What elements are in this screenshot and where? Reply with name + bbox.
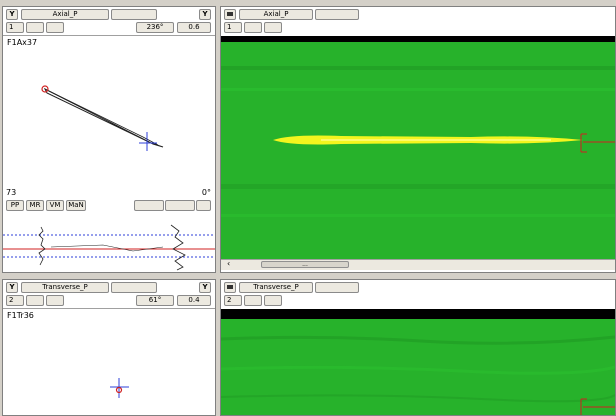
transverse-cursor-marker — [580, 398, 615, 415]
transverse-gain-field[interactable]: 0.4 — [177, 295, 211, 306]
transverse-scan-blank-button-2[interactable] — [244, 295, 262, 306]
axial-blank-button-4[interactable] — [134, 200, 164, 211]
axial-probe-label: F1Ax37 — [7, 38, 38, 47]
transverse-angle-field[interactable]: 61° — [136, 295, 174, 306]
transverse-blank-button-2[interactable] — [26, 295, 44, 306]
axial-y-toggle-button-2[interactable]: Y — [199, 9, 211, 20]
strip-trace-right — [170, 224, 186, 271]
transverse-header-separator — [3, 308, 215, 309]
axial-blank-button-3[interactable] — [46, 22, 64, 33]
transverse-y-toggle-button-2[interactable]: Y — [199, 282, 211, 293]
transverse-channel-title-button[interactable]: Transverse_P — [21, 282, 109, 293]
lissajous-crosshair — [139, 132, 157, 151]
transverse-cscan-panel: Transverse_P 2 — [220, 279, 616, 416]
axial-scan-view-icon-button[interactable] — [224, 9, 236, 20]
mode-button-pp[interactable]: PP — [6, 200, 24, 211]
axial-blank-button-6[interactable] — [196, 200, 211, 211]
strip-trace-mid — [50, 244, 164, 252]
axial-lissajous-plot — [41, 85, 164, 151]
transverse-y-toggle-button[interactable]: Y — [6, 282, 18, 293]
transverse-marker — [115, 386, 123, 394]
scroll-left-arrow[interactable]: ‹ — [227, 259, 231, 268]
lissajous-trace — [43, 87, 164, 148]
transverse-blank-button-3[interactable] — [46, 295, 64, 306]
transverse-index-button[interactable]: 2 — [6, 295, 24, 306]
axial-horizontal-scrollbar[interactable]: ‹ ... — [221, 259, 615, 270]
axial-index-button[interactable]: 1 — [6, 22, 24, 33]
transverse-scan-index-button[interactable]: 2 — [224, 295, 242, 306]
transverse-blank-button-1[interactable] — [111, 282, 157, 293]
axial-scan-blank-button-1[interactable] — [315, 9, 359, 20]
transverse-cscan-render — [221, 309, 615, 415]
axial-angle-field[interactable]: 236° — [136, 22, 174, 33]
axial-angle-readout: 0° — [201, 188, 211, 197]
axial-lissajous-panel: Y Axial_P Y 1 236° 0.6 F1Ax37 73 0° PP M… — [2, 6, 216, 273]
axial-blank-button-5[interactable] — [165, 200, 195, 211]
transverse-lissajous-plot — [110, 378, 129, 398]
axial-strip-chart — [3, 224, 215, 271]
axial-scan-index-button[interactable]: 1 — [224, 22, 242, 33]
transverse-scan-blank-button-3[interactable] — [264, 295, 282, 306]
axial-cscan-render — [221, 36, 615, 259]
transverse-scan-blank-button-1[interactable] — [315, 282, 359, 293]
mode-button-man[interactable]: MaN — [66, 200, 86, 211]
axial-cscan-panel: Axial_P 1 — [220, 6, 616, 273]
strip-trace-left — [38, 226, 46, 266]
transverse-cscan-image[interactable] — [221, 309, 615, 415]
axial-channel-title-button[interactable]: Axial_P — [21, 9, 109, 20]
axial-scan-blank-button-3[interactable] — [264, 22, 282, 33]
axial-header-separator — [3, 35, 215, 36]
axial-blank-button-1[interactable] — [111, 9, 157, 20]
transverse-probe-label: F1Tr36 — [7, 311, 34, 320]
axial-cursor-marker — [580, 133, 615, 153]
axial-scan-blank-button-2[interactable] — [244, 22, 262, 33]
axial-blank-button-2[interactable] — [26, 22, 44, 33]
mode-button-mr[interactable]: MR — [26, 200, 44, 211]
monitor-icon — [227, 12, 233, 16]
mode-button-vm[interactable]: VM — [46, 200, 64, 211]
transverse-scan-view-icon-button[interactable] — [224, 282, 236, 293]
lissajous-inner-trace — [48, 90, 159, 146]
transverse-lissajous-panel: Y Transverse_P Y 2 61° 0.4 F1Tr36 — [2, 279, 216, 416]
axial-count-readout: 73 — [6, 188, 17, 197]
lissajous-start-marker — [41, 85, 49, 93]
monitor-icon — [227, 285, 233, 289]
axial-cscan-image[interactable] — [221, 36, 615, 259]
axial-gain-field[interactable]: 0.6 — [177, 22, 211, 33]
axial-y-toggle-button[interactable]: Y — [6, 9, 18, 20]
transverse-scan-title-button[interactable]: Transverse_P — [239, 282, 313, 293]
axial-scroll-thumb[interactable]: ... — [261, 261, 349, 268]
axial-scan-title-button[interactable]: Axial_P — [239, 9, 313, 20]
